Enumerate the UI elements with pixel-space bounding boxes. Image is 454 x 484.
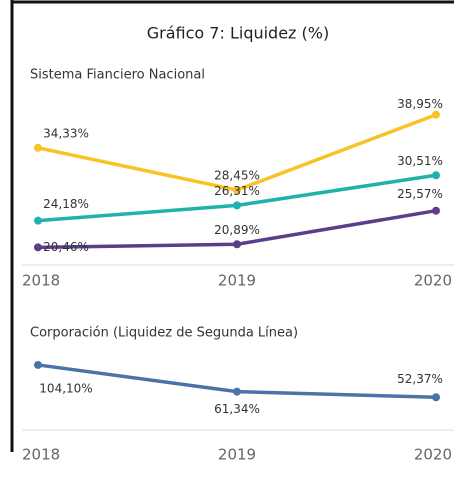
data-point — [34, 360, 42, 369]
data-point — [432, 110, 440, 119]
data-point — [233, 201, 241, 210]
data-label: 28,45% — [214, 169, 260, 183]
x-tick-label: 2018 — [22, 446, 60, 464]
data-point — [432, 393, 440, 402]
data-label: 104,10% — [39, 381, 92, 395]
data-label: 20,89% — [214, 223, 260, 237]
data-label: 52,37% — [397, 372, 443, 386]
data-label: 25,57% — [397, 187, 443, 201]
data-point — [34, 143, 42, 152]
chart-title: Sistema Fianciero Nacional — [30, 68, 205, 83]
data-point — [233, 186, 241, 195]
data-point — [233, 240, 241, 249]
page-title: Gráfico 7: Liquidez (%) — [147, 24, 329, 43]
data-label: 24,18% — [43, 197, 89, 211]
x-tick-label: 2019 — [218, 446, 256, 464]
data-label: 34,33% — [43, 126, 89, 140]
x-tick-label: 2018 — [22, 272, 60, 290]
data-label: 26,31% — [214, 184, 260, 198]
data-point — [34, 243, 42, 252]
data-label: 20,46% — [43, 240, 89, 254]
data-point — [432, 206, 440, 215]
data-point — [432, 171, 440, 180]
data-point — [34, 216, 42, 225]
data-label: 61,34% — [214, 402, 260, 416]
data-label: 38,95% — [397, 97, 443, 111]
data-label: 30,51% — [397, 154, 443, 168]
x-tick-label: 2020 — [414, 272, 452, 290]
chart-title: Corporación (Liquidez de Segunda Línea) — [30, 326, 298, 341]
x-tick-label: 2020 — [414, 446, 452, 464]
data-point — [233, 387, 241, 396]
x-tick-label: 2019 — [218, 272, 256, 290]
